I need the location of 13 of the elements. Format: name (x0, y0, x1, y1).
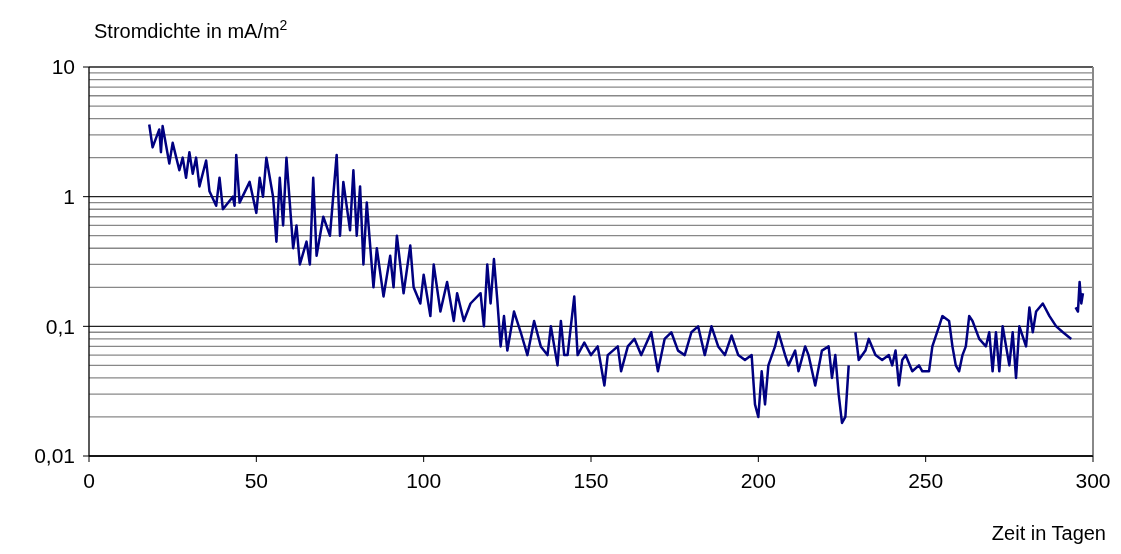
x-tick-label: 0 (83, 469, 95, 492)
x-tick-label: 100 (406, 469, 442, 492)
y-tick-label: 0,01 (34, 444, 75, 468)
x-tick-label: 250 (908, 469, 944, 492)
y-tick-label: 10 (51, 55, 75, 79)
y-tick-label: 0,1 (45, 314, 75, 338)
x-tick-label: 300 (1075, 469, 1111, 492)
x-tick-label: 150 (573, 469, 609, 492)
y-axis-title: Stromdichte in mA/m$^{2}$ (94, 17, 288, 42)
x-axis-title: Zeit in Tagen (991, 522, 1106, 544)
x-tick-label: 200 (740, 469, 776, 492)
x-tick-label: 50 (244, 469, 269, 492)
y-tick-label: 1 (63, 185, 75, 209)
